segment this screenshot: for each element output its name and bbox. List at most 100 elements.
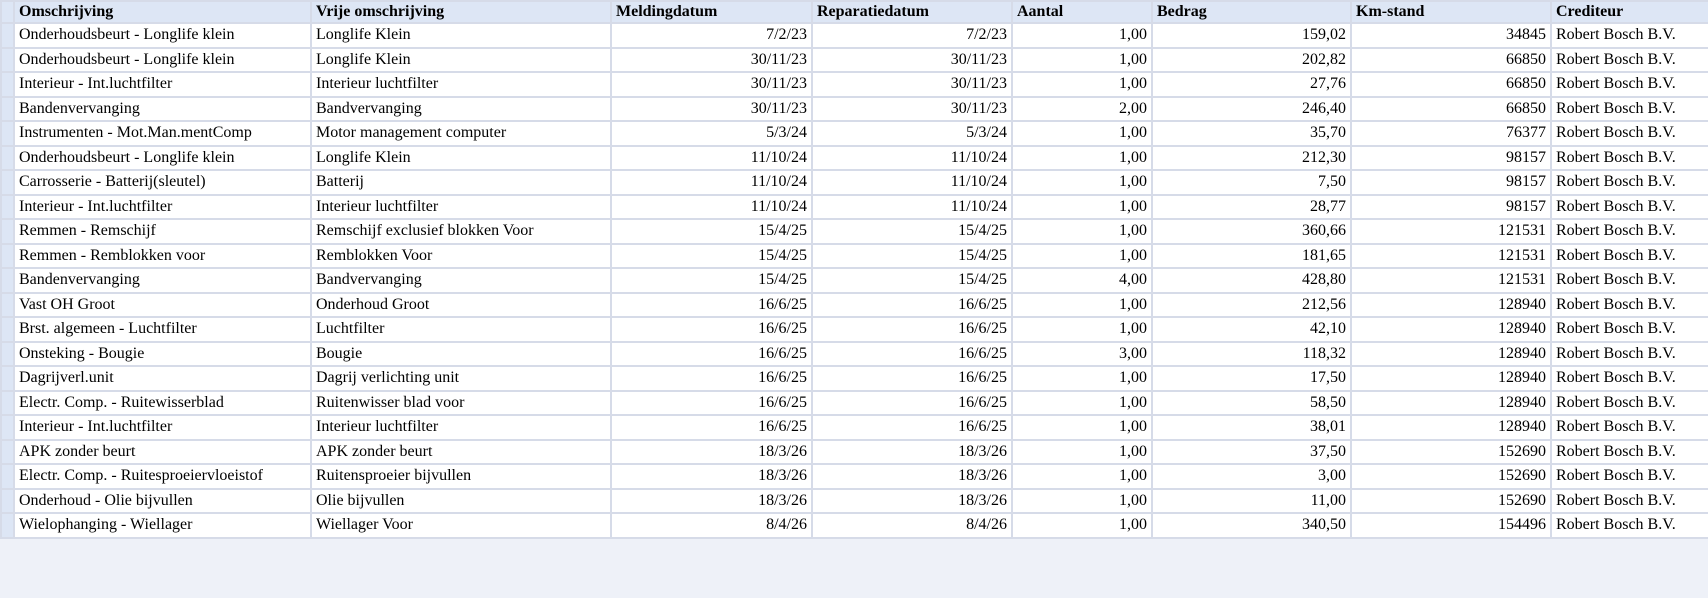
table-cell: 128940 — [1350, 340, 1552, 367]
table-cell: 128940 — [1350, 389, 1552, 416]
table-cell: 1,00 — [1011, 169, 1153, 196]
table-cell: Robert Bosch B.V. — [1550, 365, 1708, 392]
table-cell: Interieur luchtfilter — [310, 414, 612, 441]
table-cell: 181,65 — [1151, 242, 1352, 269]
table-cell: 16/6/25 — [811, 340, 1013, 367]
table-cell: 7,50 — [1151, 169, 1352, 196]
table-cell: 35,70 — [1151, 120, 1352, 147]
table-row: Bandenvervanging Bandvervanging 15/4/25 15/… — [0, 267, 1708, 294]
table-cell: Robert Bosch B.V. — [1550, 414, 1708, 441]
table-cell: 18/3/26 — [811, 438, 1013, 465]
table-cell: 1,00 — [1011, 512, 1153, 539]
table-cell: 1,00 — [1011, 71, 1153, 98]
table-row: Onderhoudsbeurt - Longlife klein Longlife… — [0, 46, 1708, 73]
table-cell: 1,00 — [1011, 193, 1153, 220]
table-cell: Robert Bosch B.V. — [1550, 218, 1708, 245]
table-cell: 1,00 — [1011, 144, 1153, 171]
table-row: Carrosserie - Batterij(sleutel) Batterij 1… — [0, 169, 1708, 196]
table-cell: 38,01 — [1151, 414, 1352, 441]
table-cell: Wielophanging - Wiellager — [13, 512, 312, 539]
table-cell: Ruitensproeier bijvullen — [310, 463, 612, 490]
table-cell: Longlife Klein — [310, 46, 612, 73]
table-cell: 128940 — [1350, 291, 1552, 318]
table-cell: Electr. Comp. - Ruitesproeiervloeistof — [13, 463, 312, 490]
table-cell: Remmen - Remschijf — [13, 218, 312, 245]
table-cell: 1,00 — [1011, 46, 1153, 73]
table-cell: 42,10 — [1151, 316, 1352, 343]
table-cell: 18/3/26 — [811, 487, 1013, 514]
table-cell: 154496 — [1350, 512, 1552, 539]
table-cell: Interieur - Int.luchtfilter — [13, 193, 312, 220]
table-cell: 16/6/25 — [610, 389, 813, 416]
table-row: Interieur - Int.luchtfilter Interieur luc… — [0, 71, 1708, 98]
table-cell: 152690 — [1350, 463, 1552, 490]
table-cell: APK zonder beurt — [13, 438, 312, 465]
row-header-stub — [0, 267, 15, 294]
table-cell: 121531 — [1350, 242, 1552, 269]
table-cell: Remblokken Voor — [310, 242, 612, 269]
table-cell: 128940 — [1350, 414, 1552, 441]
table-row: Bandenvervanging Bandvervanging 30/11/23 30… — [0, 95, 1708, 122]
row-header-stub — [0, 169, 15, 196]
table-cell: 212,30 — [1151, 144, 1352, 171]
table-cell: 159,02 — [1151, 22, 1352, 49]
row-header-stub — [0, 242, 15, 269]
table-cell: 5/3/24 — [811, 120, 1013, 147]
table-cell: Robert Bosch B.V. — [1550, 463, 1708, 490]
table-cell: Robert Bosch B.V. — [1550, 291, 1708, 318]
data-table: Omschrijving Vrije omschrijving Meldingdat… — [0, 0, 1708, 539]
row-header-stub — [0, 218, 15, 245]
table-cell: Carrosserie - Batterij(sleutel) — [13, 169, 312, 196]
table-cell: 18/3/26 — [610, 463, 813, 490]
table-cell: Bandenvervanging — [13, 267, 312, 294]
table-cell: Interieur - Int.luchtfilter — [13, 71, 312, 98]
table-cell: 121531 — [1350, 218, 1552, 245]
table-cell: 1,00 — [1011, 316, 1153, 343]
table-cell: Bandenvervanging — [13, 95, 312, 122]
row-header-stub — [0, 0, 15, 24]
table-cell: 340,50 — [1151, 512, 1352, 539]
table-cell: 3,00 — [1011, 340, 1153, 367]
table-row: Onderhoudsbeurt - Longlife klein Longlife… — [0, 22, 1708, 49]
table-cell: 18/3/26 — [811, 463, 1013, 490]
table-cell: 7/2/23 — [610, 22, 813, 49]
table-cell: Wiellager Voor — [310, 512, 612, 539]
table-cell: Luchtfilter — [310, 316, 612, 343]
table-cell: Robert Bosch B.V. — [1550, 512, 1708, 539]
table-cell: Batterij — [310, 169, 612, 196]
table-cell: 1,00 — [1011, 487, 1153, 514]
table-cell: 66850 — [1350, 71, 1552, 98]
table-cell: Robert Bosch B.V. — [1550, 46, 1708, 73]
row-header-stub — [0, 71, 15, 98]
table-cell: 16/6/25 — [610, 414, 813, 441]
row-header-stub — [0, 340, 15, 367]
table-cell: 98157 — [1350, 144, 1552, 171]
table-row: Brst. algemeen - Luchtfilter Luchtfilter 1… — [0, 316, 1708, 343]
table-cell: Robert Bosch B.V. — [1550, 487, 1708, 514]
table-cell: 212,56 — [1151, 291, 1352, 318]
table-cell: Longlife Klein — [310, 22, 612, 49]
table-cell: 15/4/25 — [610, 267, 813, 294]
table-cell: 1,00 — [1011, 218, 1153, 245]
table-cell: 152690 — [1350, 438, 1552, 465]
table-cell: 16/6/25 — [811, 414, 1013, 441]
table-cell: 37,50 — [1151, 438, 1352, 465]
column-header: Omschrijving — [13, 0, 312, 24]
table-cell: 16/6/25 — [610, 340, 813, 367]
table-cell: 15/4/25 — [811, 218, 1013, 245]
table-cell: 5/3/24 — [610, 120, 813, 147]
table-cell: 152690 — [1350, 487, 1552, 514]
table-cell: 11/10/24 — [610, 169, 813, 196]
table-cell: Longlife Klein — [310, 144, 612, 171]
table-cell: 2,00 — [1011, 95, 1153, 122]
table-cell: Bandvervanging — [310, 267, 612, 294]
table-row: Interieur - Int.luchtfilter Interieur luc… — [0, 414, 1708, 441]
row-header-stub — [0, 144, 15, 171]
table-cell: Robert Bosch B.V. — [1550, 120, 1708, 147]
row-header-stub — [0, 463, 15, 490]
table-row: Wielophanging - Wiellager Wiellager Voor 8… — [0, 512, 1708, 539]
table-cell: Brst. algemeen - Luchtfilter — [13, 316, 312, 343]
table-cell: Robert Bosch B.V. — [1550, 144, 1708, 171]
table-cell: 11/10/24 — [610, 193, 813, 220]
row-header-stub — [0, 414, 15, 441]
